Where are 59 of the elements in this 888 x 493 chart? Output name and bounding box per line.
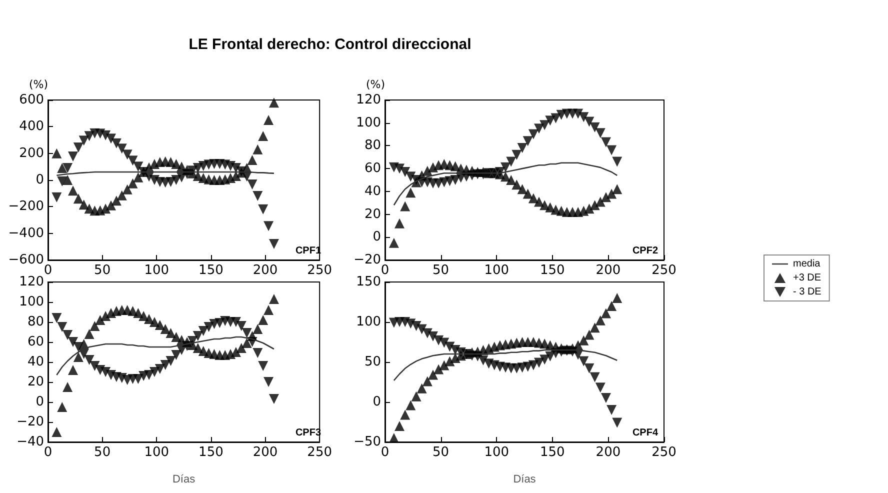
x-tick-label: 200 bbox=[596, 263, 621, 278]
chart-title: LE Frontal derecho: Control direccional bbox=[188, 36, 472, 53]
legend-label: - 3 DE bbox=[793, 286, 822, 298]
y-tick-label: 40 bbox=[27, 354, 44, 370]
x-axis-title: Días bbox=[513, 474, 536, 486]
y-tick-label: 80 bbox=[27, 314, 44, 330]
y-tick-label: 150 bbox=[356, 274, 381, 290]
y-tick-label: −600 bbox=[8, 252, 44, 268]
x-tick-label: 250 bbox=[307, 445, 332, 460]
x-tick-label: 150 bbox=[540, 445, 565, 460]
x-axis-title: Días bbox=[172, 474, 196, 486]
x-tick-label: 100 bbox=[484, 445, 510, 460]
y-tick-label: 60 bbox=[27, 334, 44, 350]
y-tick-label: 600 bbox=[19, 92, 44, 108]
y-tick-label: −200 bbox=[8, 199, 44, 214]
x-tick-label: 100 bbox=[144, 445, 170, 460]
y-tick-label: 0 bbox=[36, 394, 44, 410]
x-tick-label: 200 bbox=[252, 445, 278, 460]
x-tick-label: 50 bbox=[432, 263, 450, 278]
y-tick-label: 400 bbox=[19, 119, 44, 134]
y-tick-label: −20 bbox=[354, 252, 381, 268]
x-tick-label: 200 bbox=[252, 263, 278, 278]
x-tick-label: 50 bbox=[94, 263, 111, 278]
y-axis-title: (%) bbox=[28, 78, 48, 91]
y-tick-label: 60 bbox=[364, 161, 381, 176]
y-tick-label: 40 bbox=[364, 184, 381, 199]
y-tick-label: −400 bbox=[8, 226, 44, 241]
x-tick-label: 250 bbox=[652, 263, 676, 278]
y-tick-label: −20 bbox=[16, 414, 44, 430]
x-tick-label: 100 bbox=[144, 263, 170, 278]
legend-label: +3 DE bbox=[793, 272, 822, 284]
y-tick-label: 120 bbox=[19, 274, 44, 290]
y-tick-label: 100 bbox=[356, 314, 381, 330]
x-tick-label: 250 bbox=[652, 445, 676, 460]
annotation: CPF2 bbox=[632, 246, 658, 256]
x-tick-label: 50 bbox=[432, 445, 450, 460]
y-tick-label: 20 bbox=[27, 374, 44, 390]
y-tick-label: 0 bbox=[36, 172, 44, 188]
y-tick-label: −40 bbox=[16, 434, 44, 450]
legend-label: media bbox=[793, 258, 821, 270]
x-tick-label: 150 bbox=[198, 445, 224, 460]
y-tick-label: 0 bbox=[372, 230, 381, 245]
x-tick-label: 200 bbox=[596, 445, 621, 460]
x-tick-label: 150 bbox=[540, 263, 565, 278]
y-tick-label: 100 bbox=[19, 294, 44, 310]
y-tick-label: 20 bbox=[364, 206, 381, 222]
x-tick-label: 250 bbox=[307, 263, 332, 278]
x-tick-label: 100 bbox=[484, 263, 510, 278]
x-tick-label: 150 bbox=[198, 263, 224, 278]
y-tick-label: 100 bbox=[356, 115, 381, 130]
y-tick-label: 120 bbox=[356, 92, 381, 108]
x-tick-label: 50 bbox=[94, 445, 111, 460]
y-tick-label: 80 bbox=[364, 138, 381, 154]
y-tick-label: 50 bbox=[364, 354, 381, 370]
annotation: CPF4 bbox=[632, 428, 658, 438]
y-axis-title: (%) bbox=[366, 78, 385, 91]
y-tick-label: 0 bbox=[372, 394, 381, 410]
y-tick-label: −50 bbox=[354, 434, 381, 450]
y-tick-label: 200 bbox=[19, 146, 44, 161]
